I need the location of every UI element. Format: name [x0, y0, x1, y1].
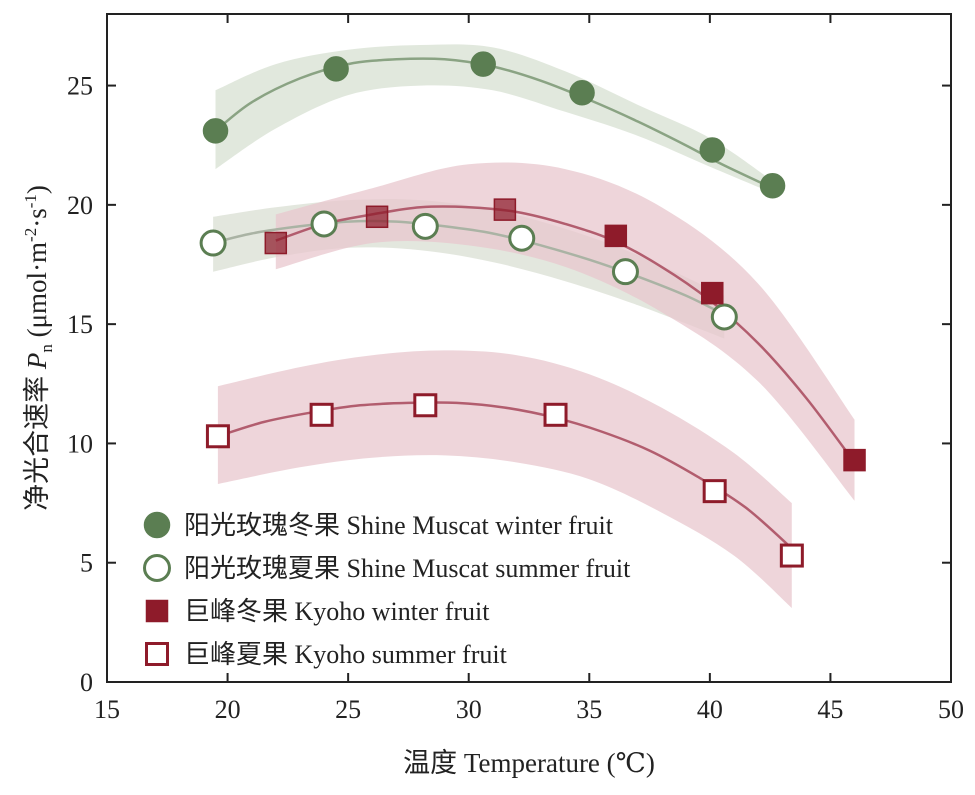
legend-marker [145, 599, 169, 623]
y-axis-title: 净光合速率 Pn (μmol·m-2·s-1) [21, 185, 56, 511]
data-point [493, 198, 517, 221]
x-tick-label: 20 [215, 695, 241, 724]
y-tick-label: 5 [80, 549, 93, 578]
x-tick-label: 45 [817, 695, 843, 724]
y-axis: 0 5 10 15 20 25 [67, 72, 951, 697]
data-point [759, 173, 786, 199]
x-tick-label: 15 [94, 695, 120, 724]
confidence-band-4 [217, 350, 792, 608]
data-point [702, 479, 727, 504]
y-tick-label: 10 [67, 429, 93, 458]
data-point [264, 231, 288, 255]
y-tick-label: 20 [67, 191, 93, 220]
data-point [470, 51, 496, 77]
x-tick-label: 30 [456, 695, 482, 724]
legend-marker [145, 642, 169, 666]
data-point [699, 137, 726, 163]
data-point [710, 303, 738, 331]
legend-label: 阳光玫瑰夏果 Shine Muscat summer fruit [184, 554, 631, 583]
y-axis-title-symbol: P [22, 353, 52, 371]
legend-label: 阳光玫瑰冬果 Shine Muscat winter fruit [184, 511, 614, 540]
data-point [604, 224, 628, 248]
data-point [365, 205, 389, 229]
y-tick-label: 0 [80, 668, 93, 697]
data-point [569, 79, 595, 106]
data-point [701, 281, 724, 305]
data-point [205, 424, 230, 449]
y-axis-title-sup-2: -1 [21, 194, 40, 208]
y-axis-title-subscript: n [37, 344, 56, 353]
data-point [543, 402, 568, 427]
data-point [843, 448, 866, 472]
x-tick-label: 35 [576, 695, 602, 724]
data-point [309, 402, 334, 427]
x-tick-label: 50 [938, 695, 964, 724]
x-axis: 15 20 25 30 35 40 45 50 [94, 14, 964, 724]
confidence-bands [213, 44, 855, 608]
y-axis-title-sup-1: -2 [21, 228, 40, 242]
x-tick-label: 25 [335, 695, 361, 724]
legend-marker [143, 511, 171, 539]
y-axis-title-unit-close: ) [22, 185, 52, 194]
legend-label: 巨峰冬果 Kyoho winter fruit [184, 597, 490, 626]
data-point [199, 229, 227, 257]
y-axis-title-unit-mid: ·s [22, 208, 52, 228]
data-point [323, 56, 349, 82]
data-point [411, 212, 439, 240]
legend: 阳光玫瑰冬果 Shine Muscat winter fruit 阳光玫瑰夏果 S… [143, 511, 631, 669]
data-point [202, 118, 229, 144]
plot-frame [106, 13, 952, 683]
y-tick-label: 25 [67, 72, 93, 101]
y-tick-label: 15 [67, 310, 93, 339]
legend-label: 巨峰夏果 Kyoho summer fruit [184, 640, 508, 669]
data-point [508, 224, 536, 252]
data-point [310, 210, 338, 238]
data-point [779, 543, 804, 568]
y-axis-title-unit-open: (μmol·m [22, 242, 52, 344]
y-axis-title-prefix: 净光合速率 [22, 369, 52, 511]
confidence-band-3 [275, 162, 855, 501]
x-tick-label: 40 [697, 695, 723, 724]
data-points [199, 51, 866, 568]
fit-curve-2 [212, 219, 725, 316]
x-axis-title: 温度 Temperature (℃) [403, 748, 655, 778]
data-point [611, 258, 639, 286]
confidence-band-1 [215, 44, 773, 193]
legend-marker [143, 554, 171, 582]
data-point [413, 393, 438, 418]
